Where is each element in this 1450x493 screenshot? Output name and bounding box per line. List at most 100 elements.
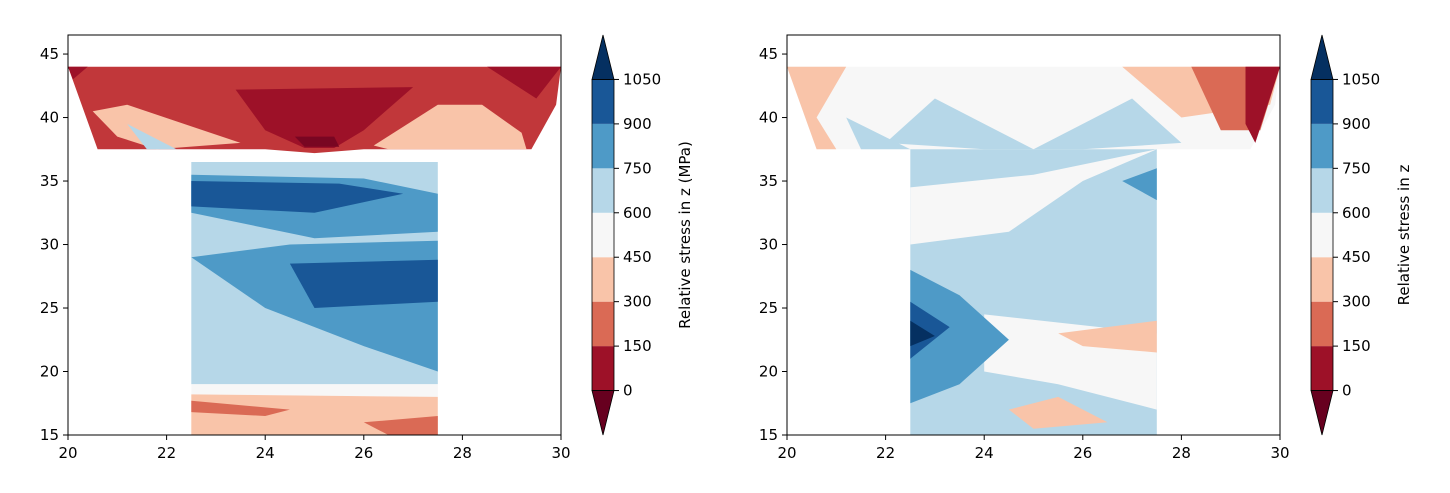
contour-region-web-core-middle xyxy=(289,259,438,308)
x-tick-label: 30 xyxy=(1270,444,1289,462)
x-axis-ticks: 20 22 24 26 28 30 xyxy=(58,435,571,462)
colorbar-tick-label: 300 xyxy=(1342,293,1371,311)
contour-region-web-lower-pale xyxy=(191,384,438,397)
colorbar-band xyxy=(592,79,614,124)
y-tick-label: 15 xyxy=(40,426,59,444)
y-tick-label: 30 xyxy=(40,236,59,254)
colorbar-tick-label: 450 xyxy=(1342,248,1371,266)
contour-region-web-base-dark xyxy=(191,400,290,416)
colorbar-tick-label: 750 xyxy=(1342,159,1371,177)
contour-region-web-core-upper xyxy=(191,181,404,213)
colorbar-tick-label: 150 xyxy=(1342,337,1371,355)
colorbar-band xyxy=(592,168,614,213)
y-tick-label: 45 xyxy=(759,45,778,63)
x-axis-ticks: 20 22 24 26 28 30 xyxy=(777,435,1290,462)
x-tick-label: 28 xyxy=(1172,444,1191,462)
contour-region-flange-centre-cool xyxy=(885,98,1182,150)
colorbar-tick-label: 0 xyxy=(1342,382,1352,400)
colorbar-band xyxy=(1311,168,1333,213)
colorbar-band xyxy=(1311,212,1333,258)
colorbar-tick-label: 600 xyxy=(623,204,652,222)
contour-region-web-pale-upper xyxy=(910,149,1157,245)
contour-region-web-right-blue xyxy=(1122,168,1157,201)
y-tick-label: 30 xyxy=(759,236,778,254)
colorbar-tick-label: 300 xyxy=(623,293,652,311)
colorbar-band xyxy=(592,257,614,302)
contour-region-web-left-darkest xyxy=(910,320,935,347)
x-tick-label: 28 xyxy=(453,444,472,462)
y-tick-label: 45 xyxy=(40,45,59,63)
colorbar: 0 150 300 450 600 750 900 1050 xyxy=(1310,34,1380,436)
colorbar-extend-max xyxy=(591,34,615,80)
y-axis-ticks: 15 20 25 30 35 40 45 xyxy=(40,45,68,444)
colorbar-tick-label: 600 xyxy=(1342,204,1371,222)
colorbar-band xyxy=(592,212,614,258)
y-tick-label: 40 xyxy=(759,109,778,127)
y-tick-label: 15 xyxy=(759,426,778,444)
y-tick-label: 20 xyxy=(759,363,778,381)
colorbar-extend-max xyxy=(1310,34,1334,80)
colorbar-band xyxy=(1311,257,1333,302)
contour-region-flange-centre-dark xyxy=(235,87,414,148)
colorbar-frame xyxy=(1310,79,1334,391)
contour-region-web-left-blue xyxy=(910,269,1009,404)
y-tick-label: 20 xyxy=(40,363,59,381)
y-tick-label: 25 xyxy=(759,299,778,317)
plot-frame xyxy=(786,34,1281,436)
contour-region-flange-corner-left xyxy=(68,66,88,80)
contour-region-flange-right-pale xyxy=(373,104,527,150)
y-tick-label: 35 xyxy=(40,172,59,190)
colorbar-band xyxy=(1311,346,1333,391)
colorbar-band xyxy=(592,123,614,169)
colorbar-band xyxy=(1311,79,1333,124)
colorbar-tick-label: 1050 xyxy=(623,70,661,88)
colorbar-extend-min xyxy=(1310,390,1334,436)
colorbar-tick-label: 900 xyxy=(623,115,652,133)
x-tick-label: 22 xyxy=(157,444,176,462)
contour-region-web-warm-bottom xyxy=(1008,396,1108,429)
plot-frame xyxy=(67,34,562,436)
x-tick-label: 20 xyxy=(777,444,796,462)
colorbar-band xyxy=(1311,123,1333,169)
y-tick-label: 40 xyxy=(40,109,59,127)
colorbar-tick-label: 0 xyxy=(623,382,633,400)
y-axis-ticks: 15 20 25 30 35 40 45 xyxy=(759,45,787,444)
colorbar-tick-label: 900 xyxy=(1342,115,1371,133)
colorbar-tick-label: 150 xyxy=(623,337,652,355)
contour-regions xyxy=(68,66,561,435)
x-tick-label: 24 xyxy=(256,444,275,462)
contour-region-flange-left-light xyxy=(127,123,177,150)
colorbar-band xyxy=(1311,301,1333,347)
contour-region-flange-left-cool xyxy=(846,117,911,150)
y-tick-label: 25 xyxy=(40,299,59,317)
x-tick-label: 20 xyxy=(58,444,77,462)
colorbar-band xyxy=(592,301,614,347)
contour-region-flange-centre-darkest xyxy=(294,136,340,147)
contour-region-web-warm xyxy=(1058,320,1157,353)
x-tick-label: 22 xyxy=(876,444,895,462)
colorbar-extend-min xyxy=(591,390,615,436)
colorbar-label: Relative stress in z xyxy=(1395,165,1413,306)
contour-region-flange-left-warm xyxy=(787,66,847,150)
colorbar-tick-label: 750 xyxy=(623,159,652,177)
contour-regions xyxy=(787,66,1280,436)
colorbar-band xyxy=(592,346,614,391)
contour-region-web-base-right xyxy=(363,416,438,435)
contour-region-flange-left-pale xyxy=(92,104,241,150)
colorbar-frame xyxy=(591,79,615,391)
x-tick-label: 30 xyxy=(551,444,570,462)
x-tick-label: 26 xyxy=(354,444,373,462)
colorbar-label: Relative stress in z (MPa) xyxy=(676,141,694,329)
colorbar-tick-label: 450 xyxy=(623,248,652,266)
contour-region-web-left-core xyxy=(910,301,950,359)
x-tick-label: 26 xyxy=(1073,444,1092,462)
colorbar-tick-label: 1050 xyxy=(1342,70,1380,88)
y-tick-label: 35 xyxy=(759,172,778,190)
contour-region-flange-corner-right xyxy=(487,66,561,99)
colorbar: 0 150 300 450 600 750 900 1050 xyxy=(591,34,661,436)
contour-region-flange-right-3 xyxy=(1245,66,1280,143)
x-tick-label: 24 xyxy=(975,444,994,462)
